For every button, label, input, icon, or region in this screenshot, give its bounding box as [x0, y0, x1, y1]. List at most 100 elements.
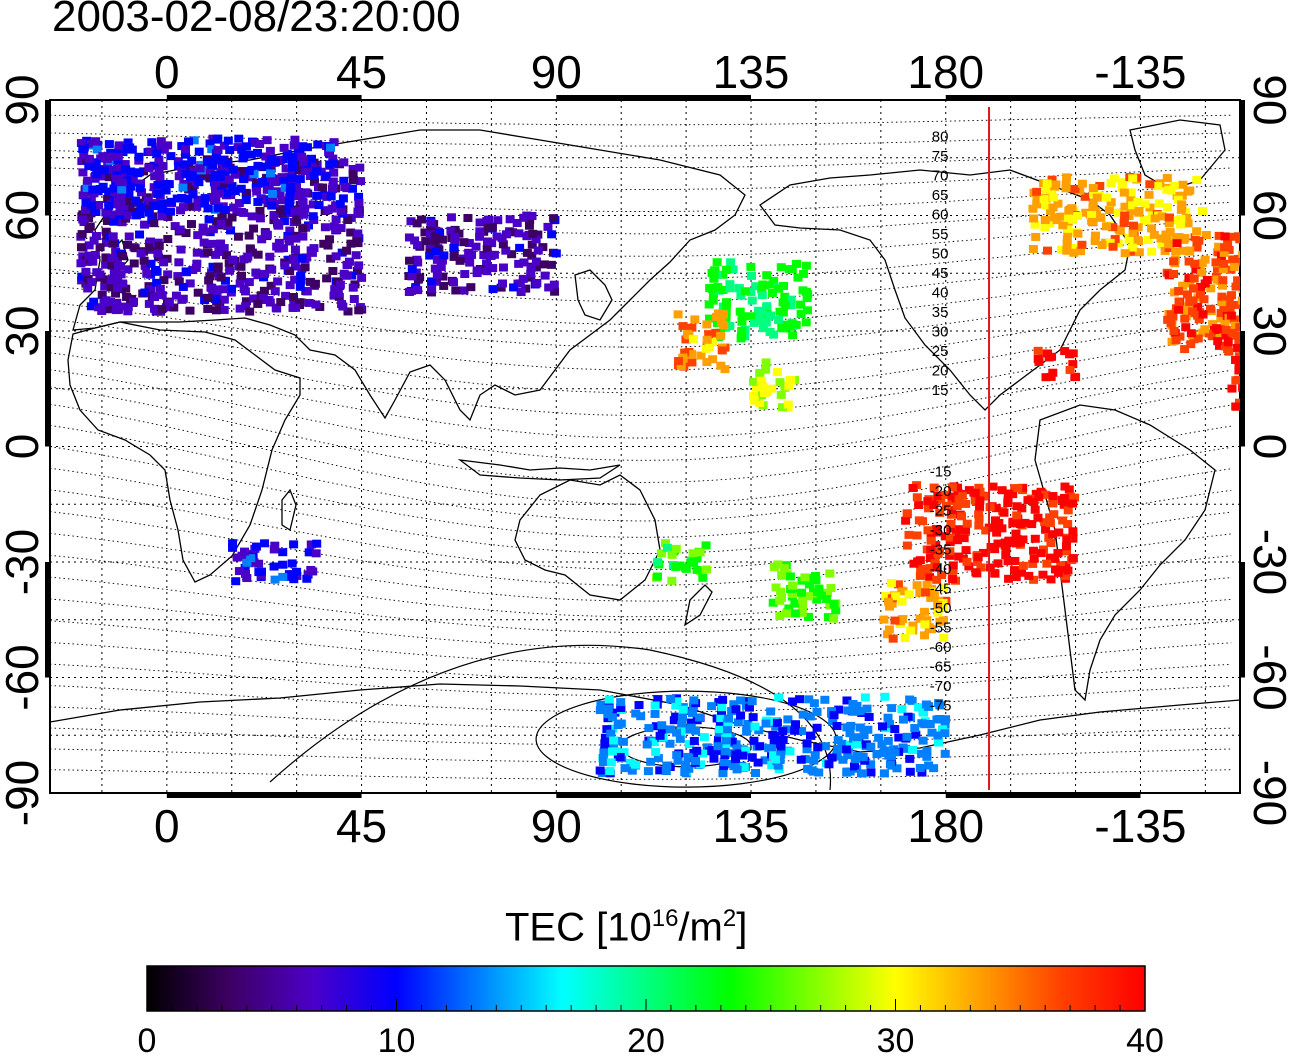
tec-cell: [732, 765, 742, 774]
tec-cell: [240, 547, 250, 556]
tec-cell: [728, 265, 738, 274]
tec-cell: [192, 248, 202, 257]
tec-cell: [1177, 191, 1187, 200]
tec-cell: [306, 540, 316, 549]
tec-cell: [1249, 366, 1258, 374]
tec-cell: [1068, 499, 1078, 508]
tec-cell: [688, 549, 698, 558]
tec-cell: [240, 569, 250, 578]
tec-cell: [109, 210, 119, 219]
tec-cell: [934, 699, 944, 708]
tec-cell: [163, 270, 173, 279]
tec-cell: [812, 595, 822, 604]
tec-cell: [438, 272, 448, 281]
tec-cell: [746, 262, 756, 271]
tec-cell: [81, 267, 91, 276]
tec-cell: [940, 749, 950, 758]
tec-cell: [866, 760, 876, 769]
tec-cell: [705, 314, 715, 323]
tec-cell: [796, 300, 806, 309]
tec-cell: [1110, 235, 1120, 244]
tec-cell: [159, 145, 169, 154]
tec-cell: [170, 222, 180, 231]
tec-cell: [684, 740, 694, 749]
tec-cell: [1153, 182, 1163, 191]
tec-cell: [1017, 568, 1027, 577]
tec-cell: [962, 519, 972, 528]
tec-cell: [631, 760, 641, 769]
tec-cell: [181, 229, 191, 238]
tec-cell: [152, 278, 162, 287]
tec-cell: [200, 227, 210, 236]
tec-cell: [86, 209, 96, 218]
contour-label: 80: [932, 129, 949, 146]
tec-cell: [129, 297, 139, 306]
tec-cell: [430, 232, 440, 241]
tec-cell: [1048, 368, 1058, 377]
tec-cell: [1010, 556, 1020, 565]
tec-cell: [522, 232, 532, 241]
tec-cell: [807, 766, 817, 775]
tec-cell: [292, 567, 302, 576]
tec-cell: [698, 749, 708, 758]
tec-cell: [205, 272, 215, 281]
tec-cell: [721, 265, 731, 274]
tec-cell: [328, 182, 338, 191]
tec-cell: [127, 145, 137, 154]
tec-cell: [736, 334, 746, 343]
tec-cell: [1189, 284, 1199, 293]
tec-cell: [524, 221, 534, 230]
tec-cell: [1182, 213, 1192, 222]
tec-cell: [126, 167, 136, 176]
tec-cell: [725, 284, 735, 293]
tec-cell: [695, 713, 705, 722]
tec-cell: [605, 767, 615, 776]
tec-cell: [1260, 289, 1269, 297]
colorbar-title-end: ]: [736, 905, 748, 950]
tec-cell: [892, 764, 902, 773]
tec-cell: [1194, 236, 1204, 245]
tec-cell: [124, 197, 134, 206]
tec-cell: [929, 500, 939, 509]
tec-cell: [262, 173, 272, 182]
tec-cell: [200, 194, 210, 203]
tec-cell: [826, 584, 836, 593]
tec-cell: [340, 182, 350, 191]
tec-cell: [702, 335, 712, 344]
tec-cell: [1231, 356, 1240, 365]
tec-cell: [713, 283, 723, 292]
tec-cell: [308, 212, 318, 221]
tec-cell: [1009, 566, 1019, 575]
tec-cell: [208, 225, 218, 234]
left-tick-label: 0: [0, 434, 48, 460]
tec-cell: [941, 490, 951, 499]
tec-cell: [719, 321, 729, 330]
tec-cell: [237, 271, 247, 280]
tec-cell: [1139, 216, 1149, 225]
tec-cell: [1220, 232, 1230, 241]
tec-cell: [1045, 219, 1055, 228]
tec-cell: [802, 745, 812, 754]
contour-label: -15: [930, 463, 952, 480]
tec-cell: [985, 503, 995, 512]
tec-cell: [1032, 187, 1042, 196]
tec-cell: [234, 567, 244, 576]
tec-cell: [1028, 559, 1038, 568]
tec-cell: [201, 171, 211, 180]
tec-cell: [903, 712, 913, 721]
tec-cell: [788, 320, 798, 329]
tec-cell: [923, 504, 933, 513]
tec-cell: [323, 241, 333, 250]
tec-cell: [278, 572, 288, 581]
tec-cell: [130, 244, 140, 253]
tec-cell: [249, 170, 259, 179]
tec-cell: [269, 210, 279, 219]
tec-cell: [1180, 314, 1190, 323]
tec-cell: [952, 502, 962, 511]
tec-cell: [798, 269, 808, 278]
tec-cell: [886, 578, 896, 587]
tec-cell: [918, 736, 928, 745]
tec-cell: [288, 292, 298, 301]
tec-cell: [1046, 372, 1056, 381]
tec-cell: [1258, 391, 1267, 399]
